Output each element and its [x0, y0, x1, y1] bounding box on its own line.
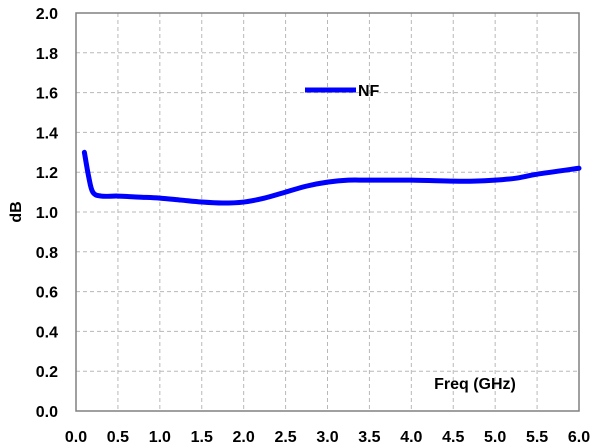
y-tick-label: 0.2 [36, 364, 58, 381]
x-tick-label: 0.0 [65, 429, 87, 446]
plot-area-frame [75, 12, 580, 412]
x-tick-label: 0.5 [107, 429, 129, 446]
y-tick-label: 0.4 [36, 324, 58, 341]
series-layer [81, 149, 582, 206]
y-tick-label: 1.4 [36, 125, 58, 142]
y-tick-label: 0.8 [36, 245, 58, 262]
x-tick-label: 5.0 [484, 429, 506, 446]
y-tick-labels: 0.0 0.2 0.4 0.6 0.8 1.0 1.2 1.4 1.6 1.8 2.0 [36, 6, 58, 421]
series-line-nf [81, 149, 582, 206]
legend-label-nf: NF [358, 83, 380, 100]
x-tick-label: 2.5 [274, 429, 296, 446]
grid [76, 13, 579, 411]
y-tick-label: 1.2 [36, 165, 58, 182]
x-tick-labels: 0.0 0.5 1.0 1.5 2.0 2.5 3.0 3.5 4.0 4.5 5.0 5.5 6.0 [65, 429, 590, 446]
x-axis-title: Freq (GHz) [434, 376, 516, 393]
x-tick-label: 4.5 [442, 429, 464, 446]
x-tick-label: 1.0 [149, 429, 171, 446]
y-tick-label: 1.6 [36, 86, 58, 103]
x-tick-label: 3.5 [358, 429, 380, 446]
y-tick-label: 1.8 [36, 46, 58, 63]
x-tick-label: 2.0 [233, 429, 255, 446]
x-tick-label: 3.0 [316, 429, 338, 446]
y-tick-label: 0.0 [36, 404, 58, 421]
y-tick-label: 2.0 [36, 6, 58, 23]
y-tick-label: 1.0 [36, 205, 58, 222]
y-axis-title: dB [8, 201, 25, 222]
x-tick-label: 5.5 [526, 429, 548, 446]
x-tick-label: 4.0 [400, 429, 422, 446]
y-tick-label: 0.6 [36, 285, 58, 302]
x-tick-label: 1.5 [191, 429, 213, 446]
x-tick-label: 6.0 [568, 429, 590, 446]
legend: NF [305, 83, 380, 100]
